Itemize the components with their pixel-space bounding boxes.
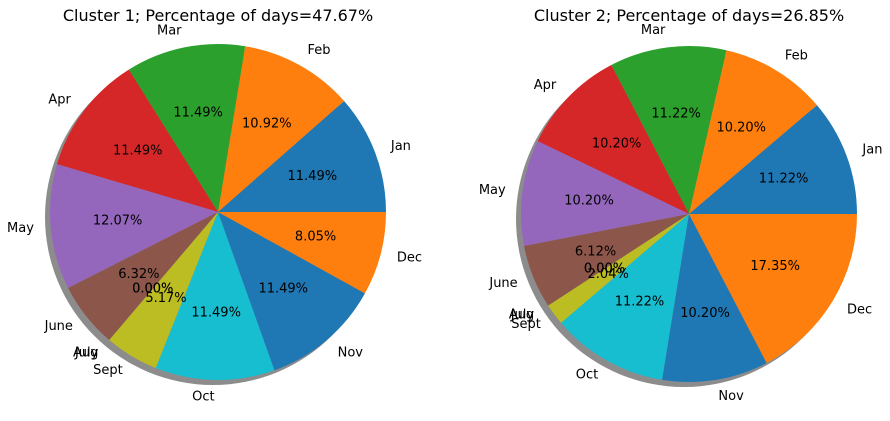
slice-label-sept: Sept: [511, 317, 541, 332]
slice-label-apr: Apr: [48, 93, 71, 108]
pie-chart-cluster-2: Cluster 2; Percentage of days=26.85% Jan…: [479, 6, 883, 404]
pie-slice-oct: [155, 212, 275, 380]
slice-label-june: June: [44, 319, 73, 334]
pie-slice-nov: [662, 214, 767, 383]
pie-slice-mar: [128, 43, 246, 212]
pie-slice-dec: [218, 212, 386, 294]
slice-value-feb: 10.20%: [716, 120, 766, 135]
slice-value-june: 6.12%: [575, 244, 616, 259]
pie-chart-cluster-1: Cluster 1; Percentage of days=47.67% Jan…: [7, 6, 422, 404]
slice-label-dec: Dec: [847, 302, 872, 317]
pie-slice-feb: [218, 46, 345, 212]
slice-label-mar: Mar: [641, 23, 666, 38]
pie-slice-jan: [218, 100, 386, 212]
pie-slice-june: [68, 212, 219, 341]
pie-slice-dec: [689, 214, 857, 363]
pie-slice-sept: [548, 214, 689, 323]
slice-value-june: 6.32%: [118, 267, 159, 282]
slice-label-oct: Oct: [576, 367, 598, 382]
slice-value-nov: 10.20%: [680, 306, 730, 321]
slice-label-aug: Aug: [73, 345, 98, 360]
slice-label-may: May: [7, 221, 34, 236]
pie-slice-mar: [611, 46, 727, 214]
slice-value-apr: 10.20%: [592, 136, 642, 151]
slice-value-sept: 5.17%: [145, 291, 186, 306]
slice-value-aug: 0.00%: [584, 261, 625, 276]
slice-label-mar: Mar: [157, 23, 182, 38]
slice-value-oct: 11.22%: [615, 294, 665, 309]
slice-label-apr: Apr: [534, 78, 557, 93]
slice-value-july: 0.00%: [132, 281, 173, 296]
slice-value-feb: 10.92%: [242, 116, 292, 131]
pie-slice-sept: [109, 212, 218, 369]
pie-slice-nov: [218, 212, 365, 371]
slice-label-july: July: [510, 307, 535, 322]
slice-label-jan: Jan: [861, 143, 882, 158]
slice-value-mar: 11.22%: [651, 107, 701, 122]
pie-slice-jan: [689, 105, 857, 214]
pie-slice-feb: [689, 50, 817, 214]
pie-slice-apr: [56, 69, 219, 212]
slice-label-dec: Dec: [397, 251, 422, 266]
pie-slice-may: [521, 141, 689, 247]
slice-value-july: 0.00%: [584, 261, 625, 276]
slice-value-oct: 11.49%: [191, 305, 241, 320]
slice-label-june: June: [488, 276, 517, 291]
pie-slice-june: [524, 214, 689, 306]
slice-value-jan: 11.22%: [759, 172, 809, 187]
pie-slice-apr: [537, 65, 689, 214]
chart-title: Cluster 1; Percentage of days=47.67%: [63, 6, 373, 25]
slice-label-nov: Nov: [718, 389, 744, 404]
slice-label-feb: Feb: [308, 43, 331, 58]
slice-value-may: 12.07%: [93, 214, 143, 229]
slice-value-apr: 11.49%: [113, 143, 163, 158]
slice-label-sept: Sept: [93, 363, 123, 378]
slice-label-aug: Aug: [509, 307, 534, 322]
slice-value-mar: 11.49%: [173, 106, 223, 121]
pie-slice-oct: [561, 214, 689, 380]
slice-value-may: 10.20%: [564, 194, 614, 209]
pie-slice-may: [50, 164, 219, 289]
slice-label-nov: Nov: [338, 345, 364, 360]
slice-value-aug: 0.00%: [132, 281, 173, 296]
slice-label-july: July: [74, 345, 99, 360]
slice-label-jan: Jan: [390, 139, 411, 154]
slice-value-jan: 11.49%: [288, 169, 338, 184]
slice-value-dec: 8.05%: [295, 230, 336, 245]
slice-label-may: May: [479, 183, 506, 198]
slice-value-sept: 2.04%: [588, 267, 629, 282]
chart-title: Cluster 2; Percentage of days=26.85%: [534, 6, 844, 25]
slice-value-dec: 17.35%: [750, 259, 800, 274]
slice-value-nov: 11.49%: [258, 281, 308, 296]
slice-label-oct: Oct: [192, 389, 214, 404]
slice-label-feb: Feb: [785, 48, 808, 63]
